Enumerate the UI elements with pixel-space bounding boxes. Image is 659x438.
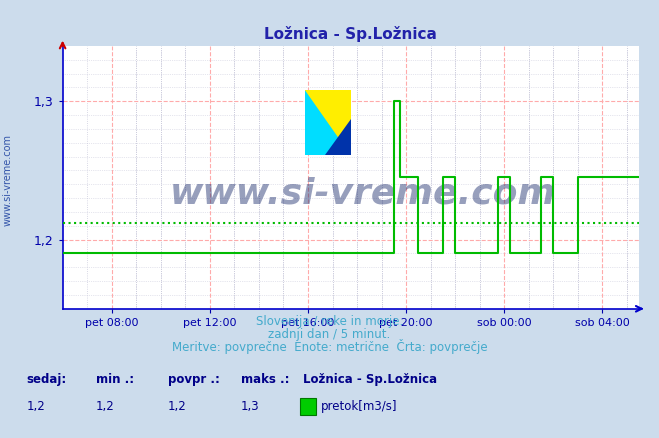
Polygon shape [304,90,351,155]
Title: Ložnica - Sp.Ložnica: Ložnica - Sp.Ložnica [264,26,438,42]
Text: sedaj:: sedaj: [26,373,67,386]
Text: Meritve: povprečne  Enote: metrične  Črta: povprečje: Meritve: povprečne Enote: metrične Črta:… [172,339,487,354]
Text: Slovenija / reke in morje.: Slovenija / reke in morje. [256,315,403,328]
Text: Ložnica - Sp.Ložnica: Ložnica - Sp.Ložnica [303,373,438,386]
Text: min .:: min .: [96,373,134,386]
Text: 1,2: 1,2 [96,399,114,413]
Text: 1,2: 1,2 [26,399,45,413]
Text: 1,2: 1,2 [168,399,186,413]
Text: 1,3: 1,3 [241,399,259,413]
Text: zadnji dan / 5 minut.: zadnji dan / 5 minut. [268,328,391,341]
Text: www.si-vreme.com: www.si-vreme.com [3,134,13,226]
Text: pretok[m3/s]: pretok[m3/s] [321,399,397,413]
Text: www.si-vreme.com: www.si-vreme.com [169,176,556,210]
Text: maks .:: maks .: [241,373,289,386]
Polygon shape [326,119,351,155]
Text: povpr .:: povpr .: [168,373,220,386]
